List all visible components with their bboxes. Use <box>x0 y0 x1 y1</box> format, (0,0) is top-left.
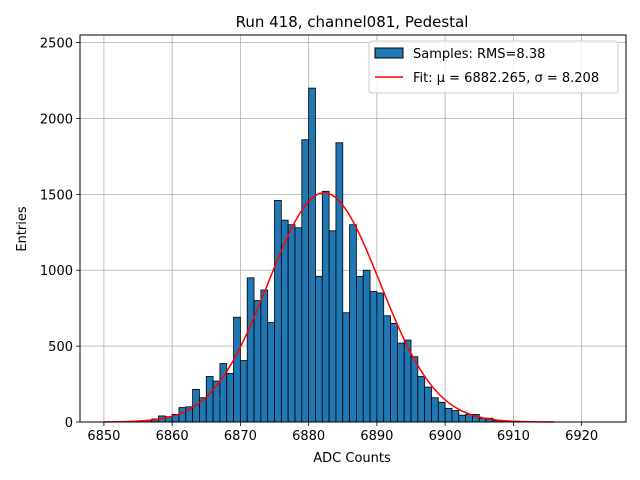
x-tick-label: 6920 <box>565 429 598 444</box>
histogram-bar <box>396 342 405 423</box>
histogram-bar <box>390 322 398 423</box>
x-tick-label: 6850 <box>87 429 120 444</box>
histogram-bar <box>369 291 378 423</box>
y-tick-label: 500 <box>48 340 73 355</box>
x-tick-label: 6900 <box>429 429 462 444</box>
histogram-bar <box>451 410 460 423</box>
y-tick-label: 1500 <box>40 188 73 203</box>
histogram-bar <box>308 87 316 423</box>
plot-frame <box>79 34 627 423</box>
histogram-bar <box>356 275 364 423</box>
histogram-bar <box>287 224 296 423</box>
histogram-bar <box>458 414 467 423</box>
y-axis-ticks: 0 500 1000 1500 2000 2500 <box>40 37 80 431</box>
y-tick-label: 2500 <box>40 37 73 52</box>
x-tick-label: 6860 <box>156 429 189 444</box>
y-tick-label: 1000 <box>40 264 73 279</box>
histogram-bar <box>315 275 323 423</box>
histogram-bar <box>383 315 391 423</box>
x-tick-label: 6880 <box>292 429 325 444</box>
histogram-bar <box>294 227 303 423</box>
x-axis-ticks: 6850 6860 6870 6880 6890 6900 6910 6920 <box>87 422 598 444</box>
histogram-bar <box>437 401 446 423</box>
histogram-bar <box>205 376 214 423</box>
histogram-bar <box>233 316 241 423</box>
histogram-bar <box>260 289 269 423</box>
legend: Samples: RMS=8.38 Fit: μ = 6882.265, σ =… <box>368 40 619 94</box>
histogram-bar <box>246 277 255 423</box>
legend-swatch-histogram <box>374 47 404 59</box>
histogram-bar <box>410 356 419 423</box>
x-tick-label: 6870 <box>224 429 257 444</box>
legend-label-histogram: Samples: RMS=8.38 <box>413 47 545 62</box>
histogram-bar <box>431 397 439 423</box>
y-tick-label: 2000 <box>40 112 73 127</box>
x-tick-label: 6890 <box>360 429 393 444</box>
histogram-bar <box>267 322 275 423</box>
histogram-bar <box>212 380 221 423</box>
histogram-bar <box>328 230 337 423</box>
histogram-bar <box>424 386 432 423</box>
histogram-bar <box>321 190 330 423</box>
histogram-bar <box>280 219 289 423</box>
histogram-bar <box>417 376 426 423</box>
y-tick-label: 0 <box>65 416 73 431</box>
histogram-bar <box>444 407 453 423</box>
histogram-bar <box>239 360 248 423</box>
legend-label-fit: Fit: μ = 6882.265, σ = 8.208 <box>413 71 599 86</box>
histogram-bar <box>253 300 262 423</box>
histogram-bar <box>178 407 187 423</box>
gaussian-fit-curve <box>103 192 555 423</box>
histogram-bar <box>335 142 344 423</box>
histogram-bar <box>274 200 282 423</box>
legend-box <box>368 40 619 94</box>
y-axis-label: Entries <box>15 206 30 252</box>
x-tick-label: 6910 <box>497 429 530 444</box>
histogram-bar <box>376 292 385 423</box>
x-axis-label: ADC Counts <box>313 451 391 466</box>
histogram-bar <box>226 373 234 423</box>
chart-title: Run 418, channel081, Pedestal <box>236 13 469 31</box>
histogram-bar <box>349 224 357 423</box>
histogram-bar <box>362 269 371 423</box>
histogram-bar <box>301 139 310 423</box>
histogram-bar <box>342 312 350 423</box>
